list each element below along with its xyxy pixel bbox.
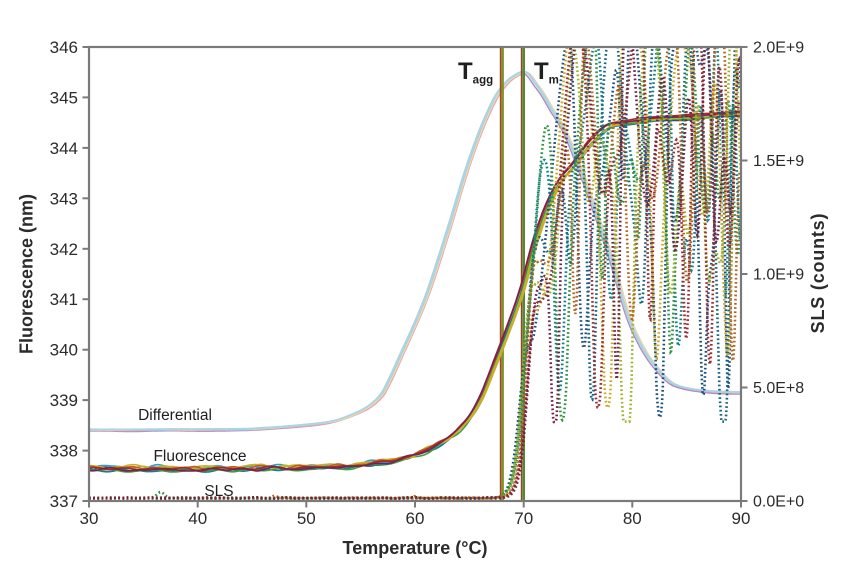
svg-text:60: 60 bbox=[406, 509, 425, 528]
svg-text:90: 90 bbox=[732, 509, 751, 528]
svg-text:0.0E+0: 0.0E+0 bbox=[753, 494, 804, 511]
svg-text:342: 342 bbox=[50, 240, 78, 259]
svg-text:70: 70 bbox=[514, 509, 533, 528]
svg-text:1.5E+9: 1.5E+9 bbox=[753, 153, 804, 170]
svg-text:SLS (counts): SLS (counts) bbox=[808, 213, 828, 334]
svg-text:2.0E+9: 2.0E+9 bbox=[753, 40, 804, 57]
svg-text:337: 337 bbox=[50, 492, 78, 511]
svg-text:30: 30 bbox=[80, 509, 99, 528]
svg-text:80: 80 bbox=[623, 509, 642, 528]
svg-text:Fluorescence (nm): Fluorescence (nm) bbox=[17, 194, 37, 354]
svg-text:Temperature (°C): Temperature (°C) bbox=[343, 538, 488, 558]
svg-text:339: 339 bbox=[50, 391, 78, 410]
svg-text:40: 40 bbox=[188, 509, 207, 528]
svg-text:1.0E+9: 1.0E+9 bbox=[753, 267, 804, 284]
svg-text:341: 341 bbox=[50, 290, 78, 309]
svg-text:5.0E+8: 5.0E+8 bbox=[753, 380, 804, 397]
svg-text:SLS: SLS bbox=[204, 483, 233, 500]
svg-text:Differential: Differential bbox=[138, 407, 212, 424]
svg-text:340: 340 bbox=[50, 341, 78, 360]
svg-text:346: 346 bbox=[50, 38, 78, 57]
svg-text:344: 344 bbox=[50, 139, 78, 158]
svg-text:50: 50 bbox=[297, 509, 316, 528]
svg-text:345: 345 bbox=[50, 88, 78, 107]
svg-text:Fluorescence: Fluorescence bbox=[153, 448, 246, 465]
svg-text:343: 343 bbox=[50, 189, 78, 208]
svg-text:338: 338 bbox=[50, 442, 78, 461]
